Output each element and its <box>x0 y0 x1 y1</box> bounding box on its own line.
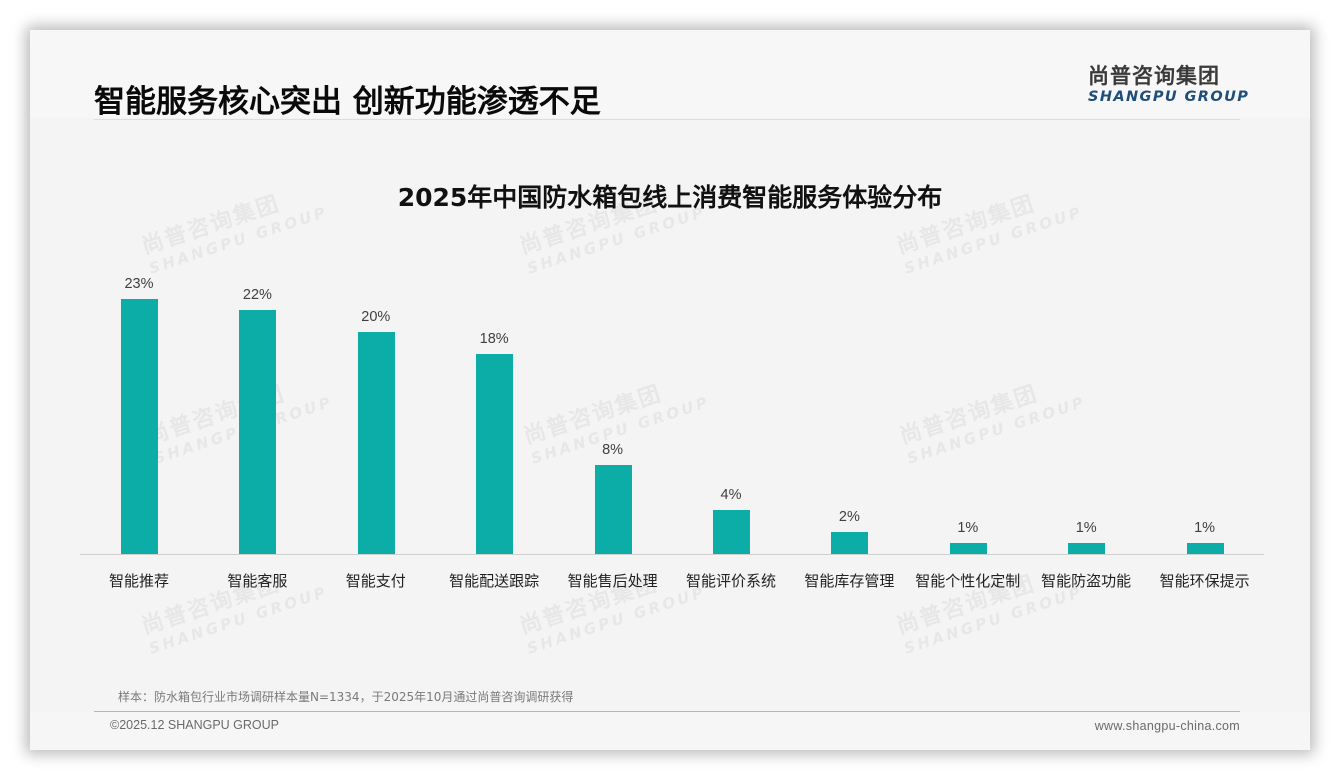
bar-group: 1% 智能个性化定制 <box>909 260 1027 620</box>
category-label: 智能售后处理 <box>567 572 658 590</box>
bar-group: 18% 智能配送跟踪 <box>435 260 553 620</box>
bar-value-label: 4% <box>720 486 742 503</box>
category-label: 智能客服 <box>227 572 288 590</box>
bar <box>713 509 750 554</box>
bar-value-label: 2% <box>838 508 860 525</box>
bar <box>1068 542 1106 554</box>
bar <box>831 531 869 554</box>
bar-group: 23% 智能推荐 <box>80 260 198 620</box>
website-link[interactable]: www.shangpu-china.com <box>1094 719 1240 733</box>
sample-note: 样本：防水箱包行业市场调研样本量N=1334，于2025年10月通过尚普咨询调研… <box>118 690 574 704</box>
bar <box>357 332 395 554</box>
bar-chart: 23% 智能推荐 22% 智能客服 20% 智能支付 18% 智能配送跟踪 8% 智能售后处理 4%… <box>80 260 1264 620</box>
company-logo: 尚普咨询集团 SHANGPU GROUP <box>1088 64 1248 106</box>
bar-group: 8% 智能售后处理 <box>554 260 672 620</box>
bar <box>594 465 632 554</box>
bar-value-label: 23% <box>124 275 154 292</box>
bar-value-label: 22% <box>242 286 272 303</box>
bar-value-label: 8% <box>602 442 624 459</box>
bar <box>476 354 514 554</box>
x-axis-line <box>80 554 1264 555</box>
bar-value-label: 18% <box>479 331 509 348</box>
bar <box>949 542 987 554</box>
bar <box>1186 542 1224 554</box>
footer-band <box>30 712 1310 750</box>
page-title: 智能服务核心突出 创新功能渗透不足 <box>94 84 601 120</box>
bar-group: 20% 智能支付 <box>317 260 435 620</box>
category-label: 智能配送跟踪 <box>449 572 540 590</box>
bar-group: 1% 智能防盗功能 <box>1027 260 1145 620</box>
footer-divider <box>94 711 1240 712</box>
category-label: 智能库存管理 <box>804 572 895 590</box>
bar <box>121 298 158 554</box>
category-label: 智能评价系统 <box>685 572 776 590</box>
bar-group: 4% 智能评价系统 <box>672 260 790 620</box>
category-label: 智能推荐 <box>108 572 169 590</box>
bar-value-label: 1% <box>1075 519 1097 536</box>
bar-value-label: 1% <box>957 519 979 536</box>
bar <box>239 309 277 554</box>
logo-chinese-name: 尚普咨询集团 <box>1088 64 1220 88</box>
bar-group: 1% 智能环保提示 <box>1146 260 1264 620</box>
header-divider <box>94 119 1240 120</box>
chart-title: 2025年中国防水箱包线上消费智能服务体验分布 <box>397 183 943 212</box>
bar-value-label: 1% <box>1194 519 1216 536</box>
bar-group: 2% 智能库存管理 <box>790 260 908 620</box>
header-band <box>30 30 1310 118</box>
bar-value-label: 20% <box>361 309 391 325</box>
copyright: ©2025.12 SHANGPU GROUP <box>110 718 279 732</box>
category-label: 智能环保提示 <box>1159 572 1250 590</box>
bar-group: 22% 智能客服 <box>198 260 316 620</box>
category-label: 智能防盗功能 <box>1041 572 1132 590</box>
slide: 智能服务核心突出 创新功能渗透不足 尚普咨询集团 SHANGPU GROUP 尚… <box>30 30 1310 750</box>
category-label: 智能支付 <box>345 572 406 590</box>
logo-english-name: SHANGPU GROUP <box>1088 89 1250 105</box>
category-label: 智能个性化定制 <box>915 572 1021 590</box>
